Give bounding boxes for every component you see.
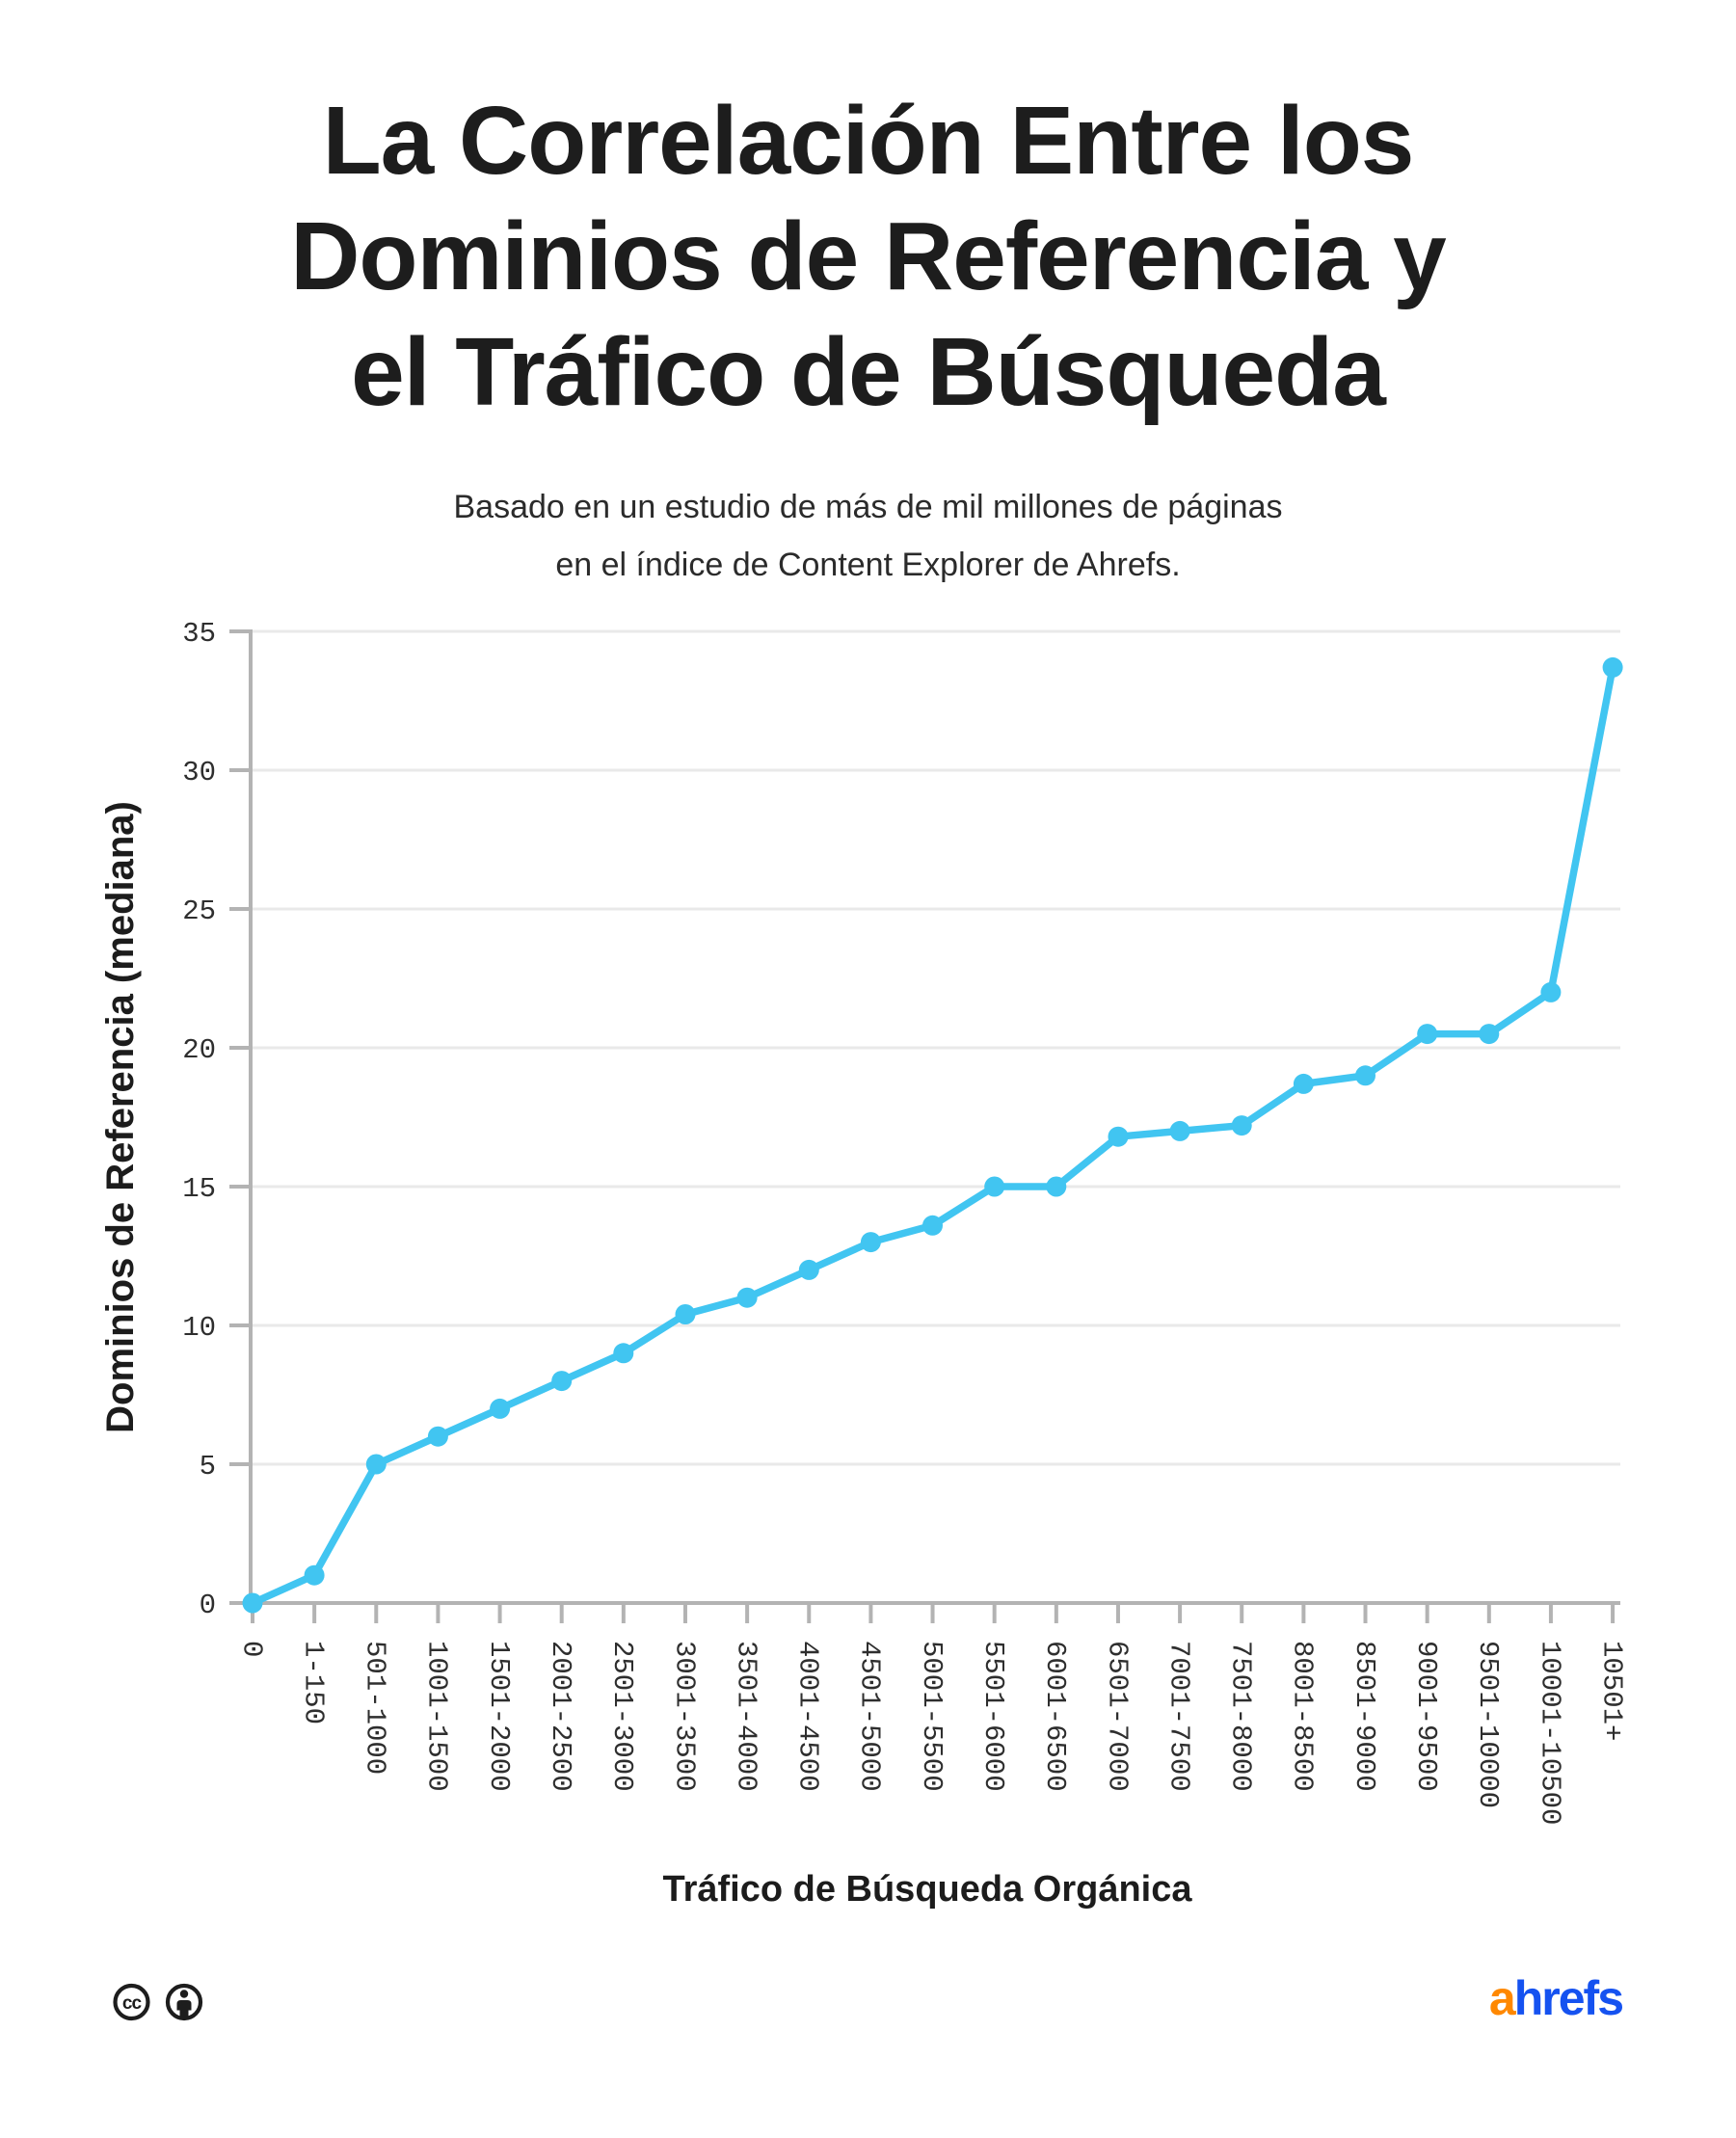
x-tick-label: 9501-10000 [1472,1641,1504,1808]
data-point [551,1371,573,1392]
y-tick-label: 30 [182,757,216,788]
y-tick-label: 20 [182,1034,216,1066]
x-tick-label: 4501-5000 [854,1641,886,1792]
x-tick-label: 2501-3000 [606,1641,638,1792]
y-tick-label: 5 [200,1451,216,1483]
data-point [1169,1120,1190,1141]
data-point [1231,1115,1252,1136]
data-point [365,1454,387,1475]
x-tick-label: 6001-6500 [1039,1641,1071,1792]
data-point [427,1426,448,1447]
data-point [1108,1126,1129,1147]
data-point [860,1232,881,1253]
attribution-person-icon [165,1983,203,2021]
data-points [242,656,1623,1614]
x-tick-label: 3501-4000 [730,1641,761,1792]
title-line-3: el Tráfico de Búsqueda [351,318,1386,426]
x-ticks-and-labels: 0 1-150 501-1000 1001-1500 1501-2000 2001-250… [235,1603,1627,1825]
x-tick-label: 2001-2500 [545,1641,576,1792]
data-point [1602,656,1623,678]
x-tick-label: 3001-3500 [668,1641,700,1792]
y-tick-label: 15 [182,1173,216,1205]
ahrefs-logo-a: a [1488,1971,1516,2025]
data-point [984,1176,1005,1197]
data-point [1293,1073,1314,1094]
y-tick-label: 0 [200,1590,216,1621]
x-tick-label: 6501-7000 [1101,1641,1133,1792]
x-tick-label: 1001-1500 [421,1641,453,1792]
x-tick-label: 5501-6000 [977,1641,1009,1792]
data-point [1355,1065,1375,1086]
y-tick-label: 10 [182,1312,216,1344]
x-tick-label: 0 [235,1641,267,1657]
x-tick-label: 5001-5500 [916,1641,948,1792]
license-badge: cc [113,1983,203,2021]
ahrefs-logo: ahrefs [1488,1971,1624,2025]
subtitle-line-1: Basado en un estudio de más de mil millo… [453,489,1283,525]
cc-letters: cc [122,1993,143,2014]
data-point [1540,981,1562,1002]
page-title: La Correlación Entre los Dominios de Ref… [0,83,1736,430]
data-point [1417,1024,1438,1045]
line-series [249,663,1616,1607]
data-point [613,1343,634,1364]
data-point [490,1398,511,1419]
ahrefs-logo-hrefs: hrefs [1513,1971,1624,2025]
data-point [1479,1024,1500,1045]
x-tick-label: 10001-10500 [1534,1641,1565,1825]
title-line-2: Dominios de Referencia y [290,202,1447,310]
x-tick-label: 8501-9000 [1349,1641,1380,1792]
data-point [798,1259,819,1280]
y-grid-and-ticks: 0 5 10 15 20 25 30 35 [182,618,1620,1621]
x-tick-label: 9001-9500 [1410,1641,1442,1792]
x-tick-label: 501-1000 [360,1641,391,1775]
x-tick-label: 10501+ [1595,1641,1627,1741]
subtitle-line-2: en el índice de Content Explorer de Ahre… [555,547,1181,583]
page-subtitle: Basado en un estudio de más de mil millo… [0,478,1736,594]
x-tick-label: 8001-8500 [1287,1641,1319,1792]
x-tick-label: 7001-7500 [1162,1641,1194,1792]
data-point [922,1215,943,1236]
data-point [675,1304,696,1324]
x-tick-label: 4001-4500 [792,1641,824,1792]
cc-icon: cc [113,1983,150,2021]
data-point [736,1287,758,1308]
data-point [242,1592,263,1614]
x-tick-label: 1-150 [297,1641,329,1724]
data-point [1046,1176,1067,1197]
y-axis-title: Dominios de Referencia (mediana) [99,801,142,1433]
data-point [304,1564,325,1586]
x-tick-label: 1501-2000 [483,1641,515,1792]
y-tick-label: 35 [182,618,216,650]
y-tick-label: 25 [182,895,216,927]
x-tick-label: 7501-8000 [1225,1641,1257,1792]
title-line-1: La Correlación Entre los [322,87,1415,195]
x-axis-title: Tráfico de Búsqueda Orgánica [662,1869,1192,1910]
